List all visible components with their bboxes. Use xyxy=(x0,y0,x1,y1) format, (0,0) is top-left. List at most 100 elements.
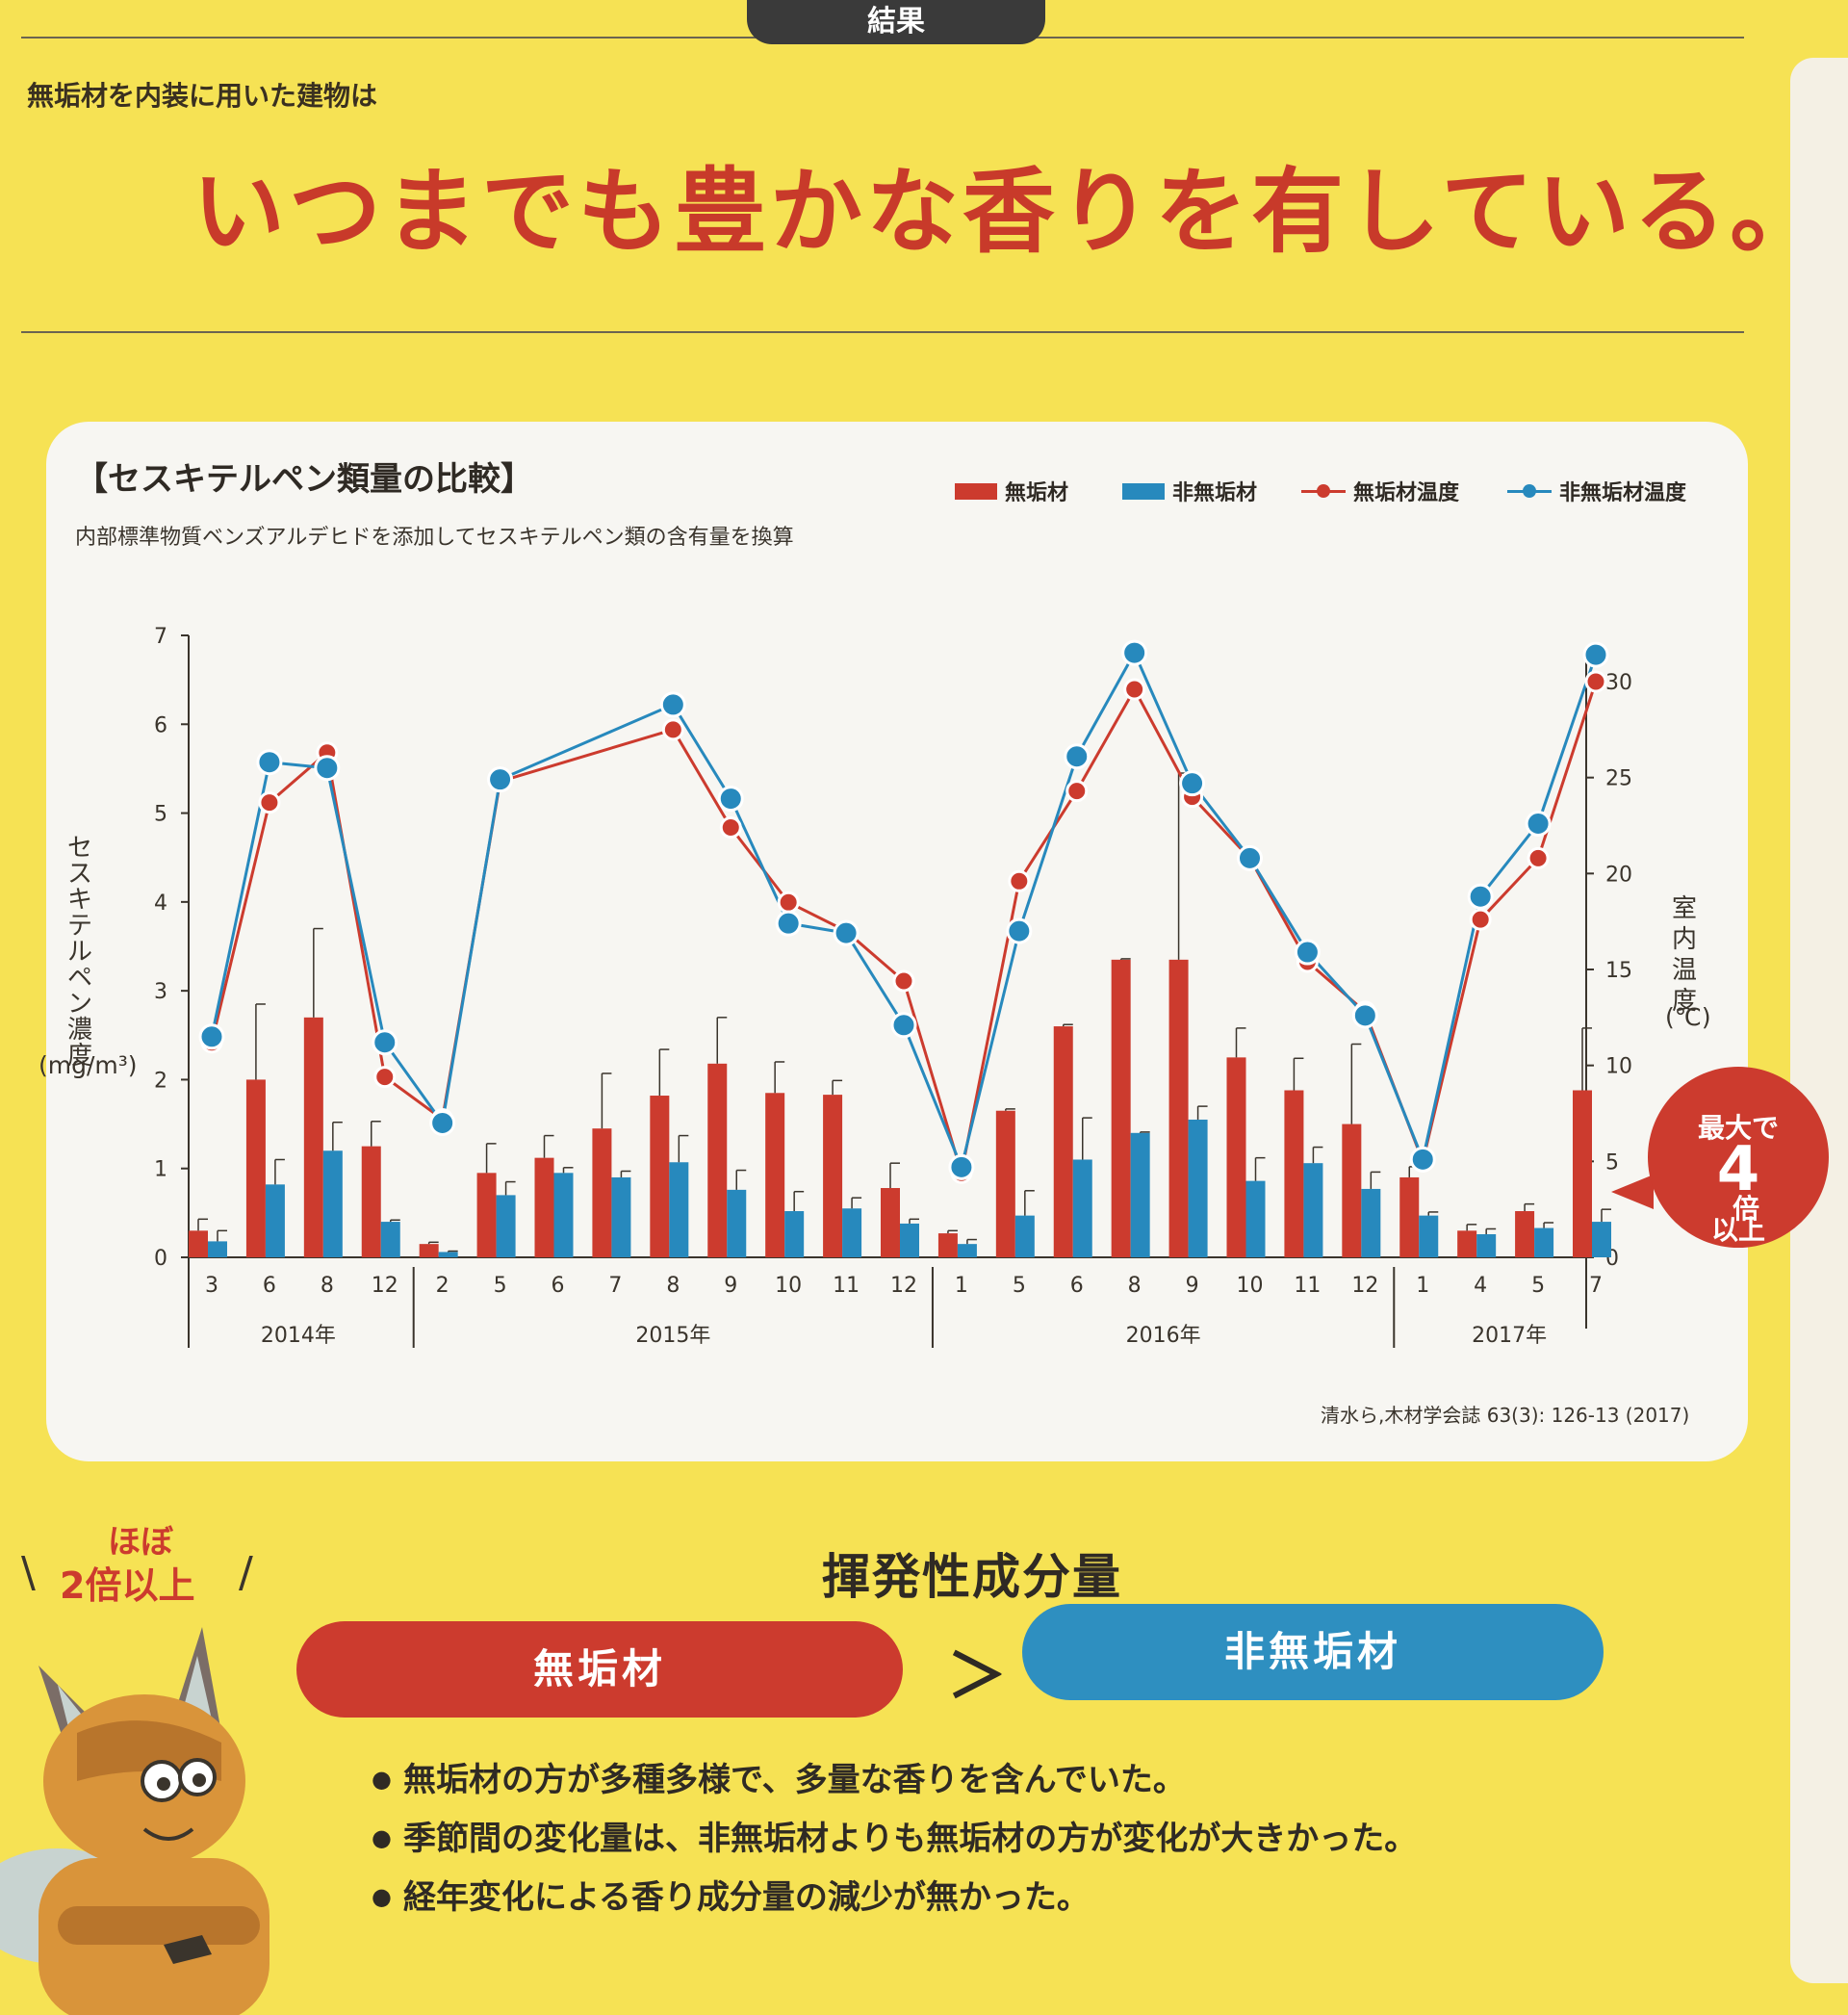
summary-bullets: 無垢材の方が多種多様で、多量な香りを含んでいた。 季節間の変化量は、非無垢材より… xyxy=(372,1750,1417,1926)
bar-muku xyxy=(1515,1211,1535,1257)
x-tick-label: 2 xyxy=(436,1274,449,1298)
result-tab: 結果 xyxy=(747,0,1045,44)
bar-hi-muku xyxy=(1476,1234,1497,1257)
point-hi-muku-temp xyxy=(1525,811,1552,838)
x-tick-label: 6 xyxy=(263,1274,276,1298)
bar-hi-muku xyxy=(957,1244,977,1257)
x-tick-label: 12 xyxy=(1351,1274,1378,1298)
bar-muku xyxy=(765,1093,785,1257)
point-hi-muku-temp xyxy=(198,1023,225,1050)
y-tick-label: 6 xyxy=(154,713,167,737)
x-tick-label: 9 xyxy=(724,1274,737,1298)
point-hi-muku-temp xyxy=(775,910,802,937)
legend-item-muku-temp: 無垢材温度 xyxy=(1301,476,1459,506)
point-hi-muku-temp xyxy=(890,1012,917,1039)
x-tick-label: 3 xyxy=(205,1274,218,1298)
bar-hi-muku xyxy=(727,1189,747,1257)
x-tick-label: 6 xyxy=(552,1274,565,1298)
point-hi-muku-temp xyxy=(1237,844,1263,871)
point-hi-muku-temp xyxy=(372,1029,398,1056)
y-tick-label: 4 xyxy=(154,891,167,916)
point-hi-muku-temp xyxy=(833,919,860,946)
badge-pointer xyxy=(1611,1175,1654,1209)
muku-pill: 無垢材 xyxy=(296,1621,903,1718)
y2-tick-label: 20 xyxy=(1605,863,1632,887)
adjacent-page-edge xyxy=(1790,58,1848,1983)
bullet-item: 季節間の変化量は、非無垢材よりも無垢材の方が変化が大きかった。 xyxy=(372,1809,1417,1868)
year-label: 2016年 xyxy=(1126,1324,1201,1348)
point-hi-muku-temp xyxy=(948,1153,975,1180)
legend-label: 非無垢材温度 xyxy=(1559,481,1687,505)
y2-tick-label: 15 xyxy=(1605,959,1632,983)
bullet-item: 無垢材の方が多種多様で、多量な香りを含んでいた。 xyxy=(372,1750,1417,1809)
bar-hi-muku xyxy=(1245,1180,1266,1257)
y-tick-label: 3 xyxy=(154,980,167,1004)
y-tick-label: 0 xyxy=(154,1247,167,1271)
mid-divider xyxy=(21,331,1744,333)
bar-muku xyxy=(1111,959,1131,1257)
accent-slash-right: / xyxy=(239,1548,253,1597)
bar-hi-muku xyxy=(1014,1215,1035,1257)
bar-muku xyxy=(995,1110,1015,1257)
bar-muku xyxy=(189,1230,208,1257)
bar-muku xyxy=(881,1188,900,1257)
y2-tick-label: 25 xyxy=(1605,767,1632,791)
y-tick-label: 1 xyxy=(154,1158,167,1182)
x-tick-label: 9 xyxy=(1186,1274,1199,1298)
x-tick-label: 11 xyxy=(833,1274,860,1298)
bar-hi-muku xyxy=(669,1162,689,1257)
x-tick-label: 8 xyxy=(321,1274,334,1298)
accent-slash-left: \ xyxy=(21,1548,36,1597)
y2-axis-label: 室内温度 xyxy=(1672,894,1698,1016)
point-hi-muku-temp xyxy=(1006,917,1033,944)
bar-muku xyxy=(937,1233,958,1257)
bar-hi-muku xyxy=(1188,1119,1208,1257)
bar-muku xyxy=(1399,1176,1420,1257)
y-axis-label: セスキテルペン濃度 xyxy=(67,834,93,1071)
x-tick-label: 10 xyxy=(775,1274,802,1298)
bar-muku xyxy=(650,1096,670,1257)
badge-line1: 最大で xyxy=(1697,1112,1779,1144)
point-hi-muku-temp xyxy=(1294,939,1321,966)
bar-hi-muku xyxy=(1419,1215,1439,1257)
legend-item-muku: 無垢材 xyxy=(955,476,1068,506)
legend-item-hi-muku: 非無垢材 xyxy=(1122,476,1257,506)
point-hi-muku-temp xyxy=(1121,639,1148,666)
y-axis-unit: (mg/m³) xyxy=(38,1051,138,1079)
bar-hi-muku xyxy=(611,1176,631,1257)
bar-muku xyxy=(823,1095,843,1257)
legend-swatch-blue-bar xyxy=(1122,482,1165,500)
bar-muku xyxy=(1284,1090,1304,1257)
volatile-amount-title: 揮発性成分量 xyxy=(822,1549,1122,1605)
point-muku-temp xyxy=(719,815,742,839)
bar-muku xyxy=(476,1173,497,1257)
point-hi-muku-temp xyxy=(429,1109,456,1136)
point-hi-muku-temp xyxy=(1179,770,1206,797)
bar-hi-muku xyxy=(1303,1163,1323,1257)
bar-hi-muku xyxy=(842,1208,862,1257)
x-tick-label: 12 xyxy=(890,1274,917,1298)
point-muku-temp xyxy=(1584,670,1607,693)
point-muku-temp xyxy=(1527,846,1550,869)
legend-item-hi-muku-temp: 非無垢材温度 xyxy=(1507,476,1686,506)
legend-label: 無垢材 xyxy=(1005,481,1069,505)
y2-tick-label: 5 xyxy=(1605,1150,1619,1175)
bar-hi-muku xyxy=(322,1150,343,1257)
point-hi-muku-temp xyxy=(1351,1002,1378,1029)
bar-hi-muku xyxy=(1130,1132,1150,1257)
bar-muku xyxy=(419,1244,439,1257)
point-muku-temp xyxy=(1008,869,1031,892)
x-tick-label: 5 xyxy=(1013,1274,1026,1298)
bar-hi-muku xyxy=(1072,1159,1092,1257)
point-muku-temp xyxy=(892,969,915,993)
bar-hi-muku xyxy=(380,1222,400,1257)
point-muku-temp xyxy=(777,891,800,914)
x-tick-label: 5 xyxy=(494,1274,507,1298)
line-muku-temp xyxy=(210,681,1598,1174)
point-muku-temp xyxy=(1123,678,1146,701)
x-tick-label: 5 xyxy=(1531,1274,1545,1298)
point-hi-muku-temp xyxy=(659,691,686,718)
bar-muku xyxy=(1457,1230,1477,1257)
line-hi-muku-temp xyxy=(210,649,1598,1173)
point-muku-temp xyxy=(373,1066,397,1089)
